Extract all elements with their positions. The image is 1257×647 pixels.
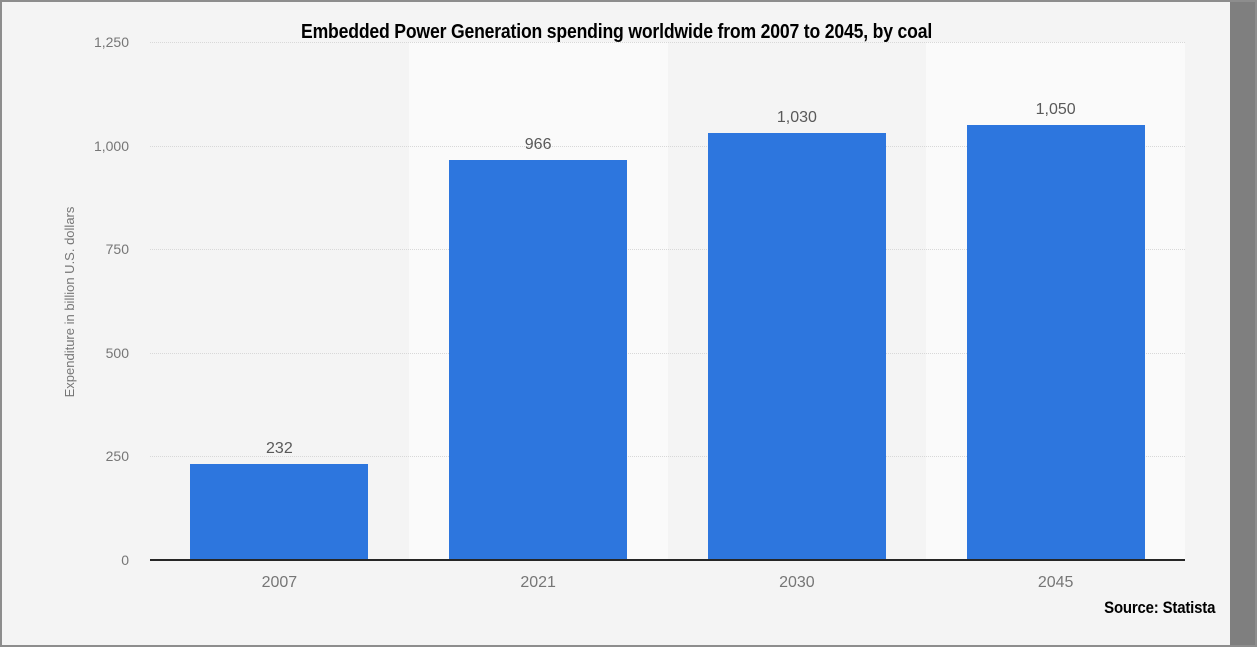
x-tick-label-2007: 2007	[261, 574, 298, 591]
x-axis-line	[150, 559, 1185, 561]
window-edge-strip	[1230, 2, 1255, 645]
bar-2007[interactable]	[190, 463, 369, 560]
gridline-250	[150, 456, 1185, 458]
gridline-500	[150, 352, 1185, 354]
source-text: Source: Statista	[1103, 598, 1215, 617]
bar-2045[interactable]	[966, 124, 1145, 560]
chart-title-text: Embedded Power Generation spending world…	[301, 21, 933, 43]
chart-title: Embedded Power Generation spending world…	[2, 21, 1232, 44]
plot-area: 232 966 1,030 1,050	[150, 42, 1185, 560]
bar-value-label-2021: 966	[524, 135, 552, 153]
bar-2030[interactable]	[707, 133, 886, 560]
y-tick-label-0: 0	[121, 552, 129, 568]
x-tick-label-2021: 2021	[520, 574, 556, 591]
y-tick-label-250: 250	[105, 448, 129, 465]
gridline-750	[150, 249, 1185, 251]
bar-value-label-2030: 1,030	[776, 109, 817, 127]
y-tick-label-500: 500	[105, 344, 129, 361]
y-tick-label-1250: 1,250	[93, 34, 129, 50]
x-tick-label-2045: 2045	[1037, 574, 1074, 591]
gridline-1250	[150, 42, 1185, 43]
y-tick-label-1000: 1,000	[93, 137, 129, 154]
x-tick-label-2030: 2030	[779, 574, 815, 591]
bar-2021[interactable]	[449, 159, 628, 560]
y-axis-title: Expenditure in billion U.S. dollars	[62, 206, 77, 398]
bar-value-label-2045: 1,050	[1035, 100, 1076, 118]
source-attribution: Source: Statista	[1089, 598, 1215, 618]
y-tick-label-750: 750	[105, 241, 129, 258]
gridline-1000	[150, 145, 1185, 147]
bar-value-label-2007: 232	[266, 439, 293, 457]
